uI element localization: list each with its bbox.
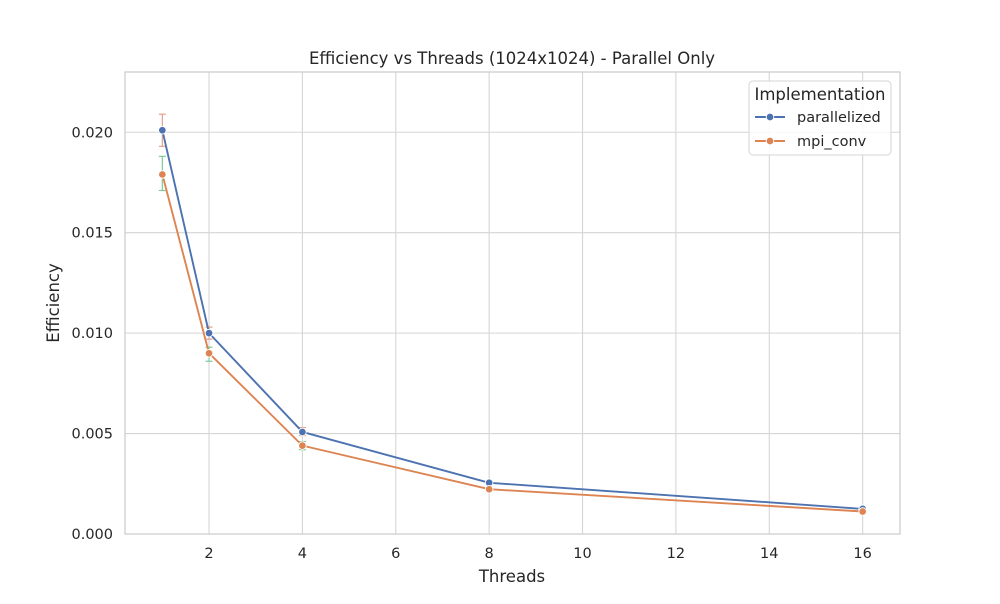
mpi-conv-legend-label: mpi_conv xyxy=(797,134,867,150)
x-axis-title: Threads xyxy=(478,567,545,586)
parallelized-data-point xyxy=(158,126,167,135)
mpi-conv-data-point xyxy=(858,507,867,516)
y-tick-label: 0.020 xyxy=(71,125,113,141)
x-tick-label: 6 xyxy=(391,546,400,562)
legend: Implementation parallelized mpi_conv xyxy=(748,80,892,156)
parallelized-legend-marker xyxy=(765,112,775,122)
parallelized-legend-label: parallelized xyxy=(797,110,881,126)
y-tick-label: 0.000 xyxy=(71,527,113,543)
mpi-conv-legend-marker xyxy=(765,136,775,146)
parallelized-data-point xyxy=(298,427,307,437)
mpi-conv-data-point xyxy=(158,170,167,179)
x-tick-label: 12 xyxy=(667,546,685,562)
mpi-conv-data-point xyxy=(298,441,307,450)
x-tick-label: 2 xyxy=(204,546,213,562)
mpi-conv-data-point xyxy=(484,484,494,494)
legend-box xyxy=(748,80,892,156)
y-tick-label: 0.010 xyxy=(71,326,113,342)
x-tick-label: 8 xyxy=(485,546,494,562)
y-axis-title: Efficiency xyxy=(44,263,63,343)
x-tick-label: 10 xyxy=(573,546,591,562)
x-tick-label: 4 xyxy=(298,546,307,562)
plot-frame xyxy=(124,71,901,535)
y-tick-label: 0.015 xyxy=(71,226,113,242)
mpi-conv-data-point xyxy=(204,348,214,358)
chart-title: Efficiency vs Threads (1024x1024) - Para… xyxy=(309,49,715,68)
x-tick-label: 14 xyxy=(760,546,778,562)
legend-title: Implementation xyxy=(754,85,885,104)
parallelized-data-point xyxy=(204,328,214,338)
y-tick-label: 0.005 xyxy=(71,427,113,443)
x-tick-label: 16 xyxy=(853,546,871,562)
